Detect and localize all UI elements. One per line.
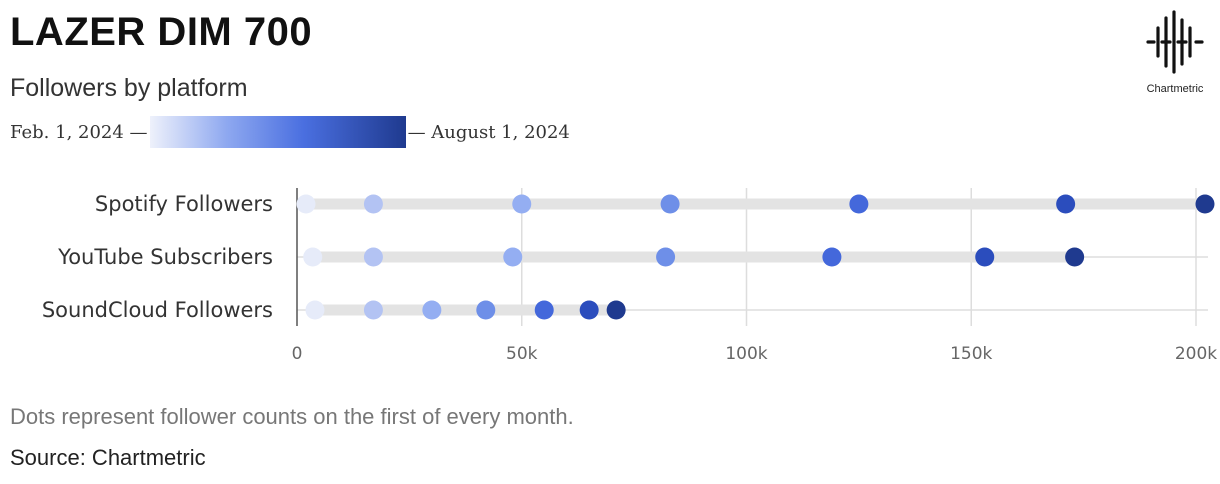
waveform-icon bbox=[1146, 10, 1204, 74]
legend-gradient-bar bbox=[149, 116, 406, 148]
data-point bbox=[975, 247, 995, 267]
data-point bbox=[1056, 194, 1076, 214]
data-point bbox=[422, 300, 442, 320]
data-point bbox=[305, 300, 325, 320]
data-point bbox=[303, 247, 323, 267]
data-point bbox=[534, 300, 554, 320]
legend-end-label: — August 1, 2024 bbox=[407, 121, 570, 143]
data-point bbox=[363, 300, 383, 320]
data-point bbox=[606, 300, 626, 320]
data-point bbox=[1065, 247, 1085, 267]
category-label: Spotify Followers bbox=[95, 192, 273, 216]
data-point bbox=[656, 247, 676, 267]
data-point bbox=[363, 194, 383, 214]
dot-plot-chart: 0 50k 100k 150k 200k Spotify Followers YouTube… bbox=[42, 188, 1217, 364]
x-tick-label: 0 bbox=[292, 344, 303, 364]
category-label: SoundCloud Followers bbox=[42, 298, 273, 322]
x-tick-label: 150k bbox=[950, 344, 992, 364]
chart-source: Source: Chartmetric bbox=[10, 445, 206, 470]
data-point bbox=[512, 194, 532, 214]
logo-label: Chartmetric bbox=[1146, 83, 1204, 95]
data-point bbox=[579, 300, 599, 320]
x-tick-label: 200k bbox=[1175, 344, 1217, 364]
x-tick-label: 100k bbox=[725, 344, 767, 364]
legend-start-label: Feb. 1, 2024 — bbox=[10, 121, 148, 143]
data-point bbox=[1195, 194, 1215, 214]
chartmetric-logo: Chartmetric bbox=[1135, 8, 1215, 98]
data-point bbox=[503, 247, 523, 267]
data-point bbox=[363, 247, 383, 267]
chart-note: Dots represent follower counts on the fi… bbox=[10, 404, 574, 429]
date-color-legend: Feb. 1, 2024 — — August 1, 2024 bbox=[10, 116, 570, 148]
data-point bbox=[476, 300, 496, 320]
data-point bbox=[822, 247, 842, 267]
x-tick-label: 50k bbox=[506, 344, 538, 364]
data-point bbox=[849, 194, 869, 214]
chart-title: LAZER DIM 700 bbox=[10, 10, 313, 54]
data-point bbox=[660, 194, 680, 214]
data-point bbox=[296, 194, 316, 214]
category-label: YouTube Subscribers bbox=[57, 245, 273, 269]
chart-subtitle: Followers by platform bbox=[10, 74, 248, 102]
